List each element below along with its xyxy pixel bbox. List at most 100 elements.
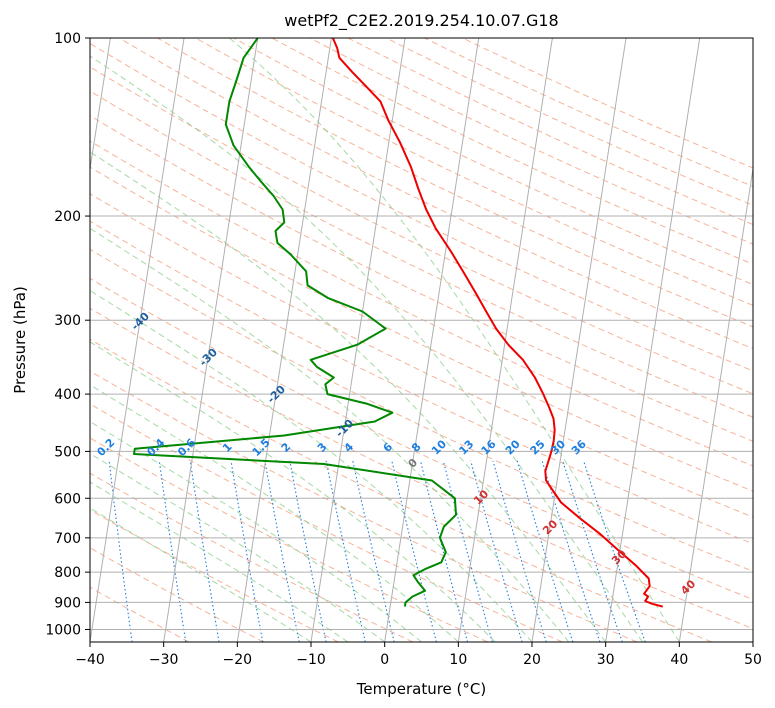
mixing-ratio-labels: 0.1 0.2 0.4 0.6 1 1.5 2 3 4 6 8 10 13 16 20 25 30 36 [94, 436, 589, 459]
profile-series [133, 38, 663, 608]
mixing-ratio-line [352, 460, 395, 642]
y-tick-label: 900 [54, 595, 81, 611]
dry-adiabat [157, 38, 753, 328]
x-axis: −40 −30 −20 −10 0 10 20 30 40 50 [75, 642, 762, 668]
dry-adiabat [90, 472, 414, 642]
moist-adiabat [90, 421, 422, 642]
isotherm-label: -10 [333, 416, 356, 439]
y-tick-label: 500 [54, 444, 81, 460]
dry-adiabat [90, 307, 753, 630]
moist-adiabat [90, 507, 312, 642]
moist-adiabat [90, 481, 349, 642]
x-tick-label: 30 [597, 652, 615, 668]
dry-adiabats [90, 38, 753, 642]
isotherm-gridline [752, 638, 753, 642]
mixing-ratio-line [583, 460, 646, 642]
isotherm-gridline [90, 38, 111, 173]
y-tick-label: 800 [54, 565, 81, 581]
moist-adiabat [90, 55, 643, 642]
dry-adiabat [90, 220, 753, 545]
moist-adiabat [229, 38, 680, 642]
y-axis: 1000 900 800 700 600 500 400 300 200 100 [45, 31, 90, 639]
mixing-ratio-line [189, 460, 220, 642]
isotherm-label: 40 [678, 577, 698, 597]
isotherm-gridline [236, 38, 332, 642]
mixing-ratio-line [108, 460, 133, 642]
mixing-ratio-line [158, 460, 187, 642]
dry-adiabat [90, 248, 753, 572]
dry-adiabat [90, 90, 753, 418]
dry-adiabat [90, 140, 753, 467]
isotherm-gridline [310, 38, 406, 642]
mixing-ratio-line [325, 460, 366, 642]
dry-adiabat [233, 38, 753, 286]
y-tick-label: 100 [54, 31, 81, 47]
mixing-ratio-label: 13 [456, 438, 476, 458]
isotherm-gridline [384, 38, 480, 642]
isotherm-label: 20 [540, 517, 560, 537]
dry-adiabat [271, 38, 753, 265]
moist-adiabat [90, 227, 570, 642]
y-tick-label: 400 [54, 387, 81, 403]
mixing-ratio-label: 20 [503, 437, 523, 457]
x-tick-label: 50 [744, 652, 762, 668]
moist-adiabat [90, 453, 385, 642]
moist-adiabat [90, 341, 496, 642]
x-tick-label: 40 [670, 652, 688, 668]
mixing-ratio-line [419, 460, 469, 642]
isotherm-gridline [90, 38, 185, 642]
y-tick-label: 600 [54, 491, 81, 507]
dewpoint-profile-line [133, 38, 457, 607]
x-tick-label: −30 [149, 652, 179, 668]
x-axis-label: Temperature (°C) [356, 680, 486, 698]
mixing-ratio-line [442, 460, 493, 642]
dry-adiabat [90, 277, 753, 601]
x-tick-label: 10 [449, 652, 467, 668]
dry-adiabat [309, 38, 753, 245]
mixing-ratio-label: 8 [409, 440, 424, 455]
moist-adiabats [90, 38, 680, 642]
temperature-profile-line [331, 38, 663, 608]
dry-adiabat [119, 38, 753, 350]
dry-adiabat [90, 166, 753, 492]
dry-adiabat [90, 42, 753, 372]
dry-adiabat [90, 370, 638, 642]
x-tick-label: 20 [523, 652, 541, 668]
mixing-ratio-label: 10 [429, 437, 449, 457]
isotherm-label: -40 [129, 309, 152, 332]
mixing-ratio-label: 1 [220, 440, 235, 455]
y-tick-label: 700 [54, 531, 81, 547]
moist-adiabat [90, 384, 459, 642]
isotherm-label: -30 [197, 345, 220, 368]
mixing-ratio-label: 4 [342, 440, 357, 455]
isotherm-gridlines [90, 38, 753, 642]
moist-adiabat [90, 289, 533, 642]
dry-adiabat [424, 38, 753, 187]
mixing-ratio-lines [108, 460, 646, 642]
isotherm-label: -60 [0, 226, 18, 249]
mixing-ratio-label: 25 [528, 438, 548, 458]
mixing-ratio-label: 2 [279, 440, 294, 455]
dry-adiabat [90, 547, 264, 642]
plot-frame [89, 37, 754, 643]
isobar-gridlines [90, 38, 753, 630]
y-axis-label: Pressure (hPa) [11, 286, 29, 394]
mixing-ratio-label: 3 [315, 440, 330, 455]
y-tick-label: 200 [54, 209, 81, 225]
x-tick-label: −10 [296, 652, 326, 668]
chart-title: wetPf2_C2E2.2019.254.10.07.G18 [284, 11, 558, 31]
mixing-ratio-label: 0.2 [94, 436, 117, 459]
isotherm-label: 30 [609, 547, 629, 567]
mixing-ratio-line [264, 460, 300, 642]
mixing-ratio-line [516, 460, 574, 642]
isotherm-gridline [605, 38, 701, 642]
x-tick-label: 0 [380, 652, 389, 668]
mixing-ratio-line [492, 460, 547, 642]
isotherm-label: -50 [61, 268, 84, 291]
dry-adiabat [90, 338, 712, 642]
dry-adiabat [90, 115, 753, 442]
dry-adiabat [195, 38, 753, 306]
x-tick-label: −40 [75, 652, 105, 668]
plot-area: -100-90-80-70-60-50-40-30-20-10010203040… [0, 38, 753, 642]
